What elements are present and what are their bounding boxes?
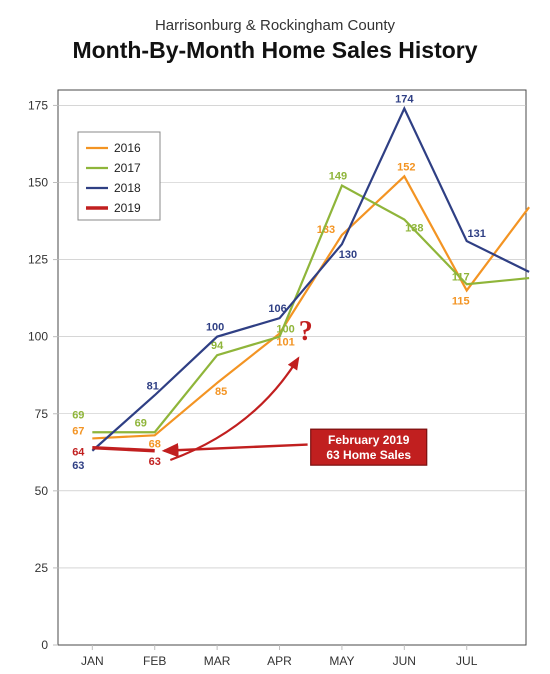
y-tick-label: 150	[28, 176, 48, 190]
chart-svg: Harrisonburg & Rockingham County Month-By…	[0, 0, 550, 674]
x-tick-label: JUL	[456, 654, 478, 668]
callout-text: 63 Home Sales	[326, 448, 411, 462]
data-label: 67	[72, 425, 84, 437]
x-tick-label: JUN	[393, 654, 416, 668]
y-tick-label: 175	[28, 98, 48, 112]
data-label: 130	[339, 249, 357, 261]
x-tick-label: APR	[267, 654, 292, 668]
data-label: 138	[405, 223, 423, 235]
data-label: 81	[147, 380, 159, 392]
x-tick-label: JAN	[81, 654, 104, 668]
data-label: 69	[135, 417, 147, 429]
data-label: 68	[149, 438, 161, 450]
callout-arrow	[164, 445, 308, 451]
y-tick-label: 50	[35, 484, 49, 498]
chart-container: Harrisonburg & Rockingham County Month-By…	[0, 0, 550, 674]
data-label: 64	[72, 447, 85, 459]
data-label: 106	[268, 303, 286, 315]
series-2017	[92, 186, 529, 433]
subtitle: Harrisonburg & Rockingham County	[155, 17, 396, 34]
y-tick-label: 75	[35, 407, 49, 421]
callout-text: February 2019	[328, 433, 410, 447]
data-label: 85	[215, 386, 227, 398]
legend-label: 2018	[114, 181, 141, 195]
x-tick-label: MAR	[204, 654, 231, 668]
data-label: 101	[276, 337, 294, 349]
data-label: 100	[276, 324, 294, 336]
legend-label: 2019	[114, 201, 141, 215]
legend-label: 2016	[114, 141, 141, 155]
data-label: 117	[452, 271, 470, 283]
y-tick-label: 125	[28, 253, 48, 267]
y-tick-label: 25	[35, 561, 49, 575]
annotation-question-mark: ?	[299, 316, 313, 347]
series-2019	[92, 448, 154, 451]
data-label: 149	[329, 171, 347, 183]
x-tick-label: FEB	[143, 654, 166, 668]
data-label: 100	[206, 322, 224, 334]
legend-label: 2017	[114, 161, 141, 175]
data-label: 63	[149, 456, 161, 468]
title: Month-By-Month Home Sales History	[72, 37, 477, 63]
data-label: 69	[72, 409, 84, 421]
data-label: 63	[72, 460, 84, 472]
data-label: 115	[452, 295, 470, 307]
y-tick-label: 0	[41, 638, 48, 652]
data-label: 174	[395, 94, 414, 106]
data-label: 152	[397, 161, 415, 173]
y-tick-label: 100	[28, 330, 48, 344]
x-tick-label: MAY	[329, 654, 354, 668]
data-label: 131	[468, 228, 486, 240]
